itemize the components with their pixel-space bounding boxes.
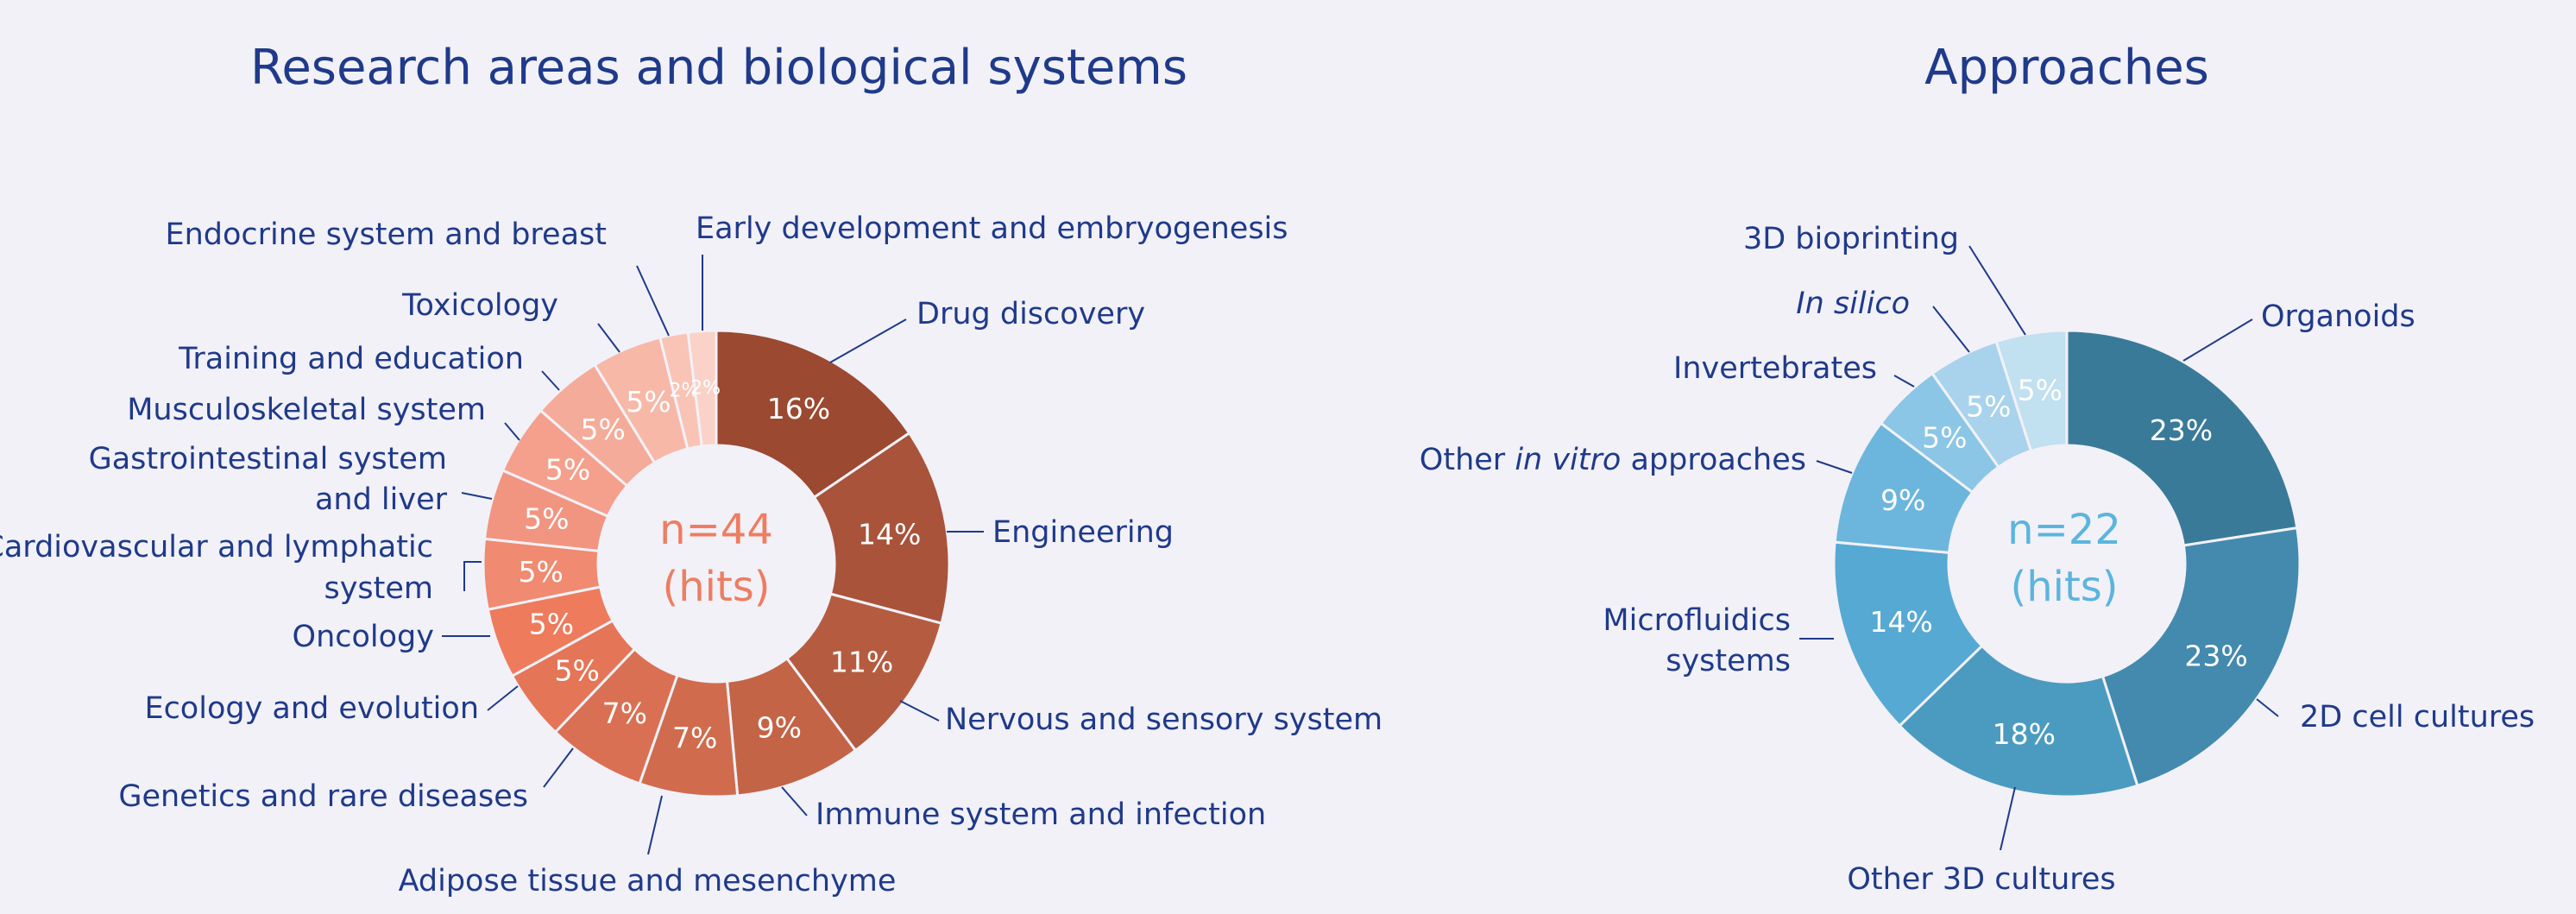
label-drug-discovery: Drug discovery [916,297,1145,331]
label-toxicology: Toxicology [401,288,558,323]
label-3d-bioprinting: 3D bioprinting [1743,222,1959,256]
leader-other-3d [2000,786,2016,851]
right-leader-lines [1799,245,2279,851]
slice-value-label-8: 5% [2018,373,2063,407]
leader-2d-cultures [2256,698,2279,717]
slice-value-label-13: 5% [626,385,671,419]
label-immune: Immune system and infection [816,797,1266,832]
label-microfluidics-line1: Microfluidics [1603,603,1791,638]
label-early: Early development and embryogenesis [696,211,1288,246]
leader-musculo [504,422,520,441]
left-category-labels: Drug discovery Engineering Nervous and s… [0,211,1382,898]
donut-slice-2 [2100,526,2302,788]
slice-value-label-11: 5% [545,453,590,487]
leader-cardio [463,561,482,591]
label-cardio-line1: Cardiovascular and lymphatic [0,530,433,564]
slice-value-label-7: 5% [1966,389,2011,423]
label-ecology: Ecology and evolution [144,691,479,726]
slice-value-label-7: 5% [555,654,600,688]
label-microfluidics-line2: systems [1666,644,1791,678]
left-donut-chart: 16%14%11%9%7%7%5%5%5%5%5%5%5%2%2% [482,329,951,798]
slice-value-label-15: 2% [690,377,721,399]
label-gastro-line2: and liver [315,482,448,517]
label-genetics: Genetics and rare diseases [118,779,528,814]
slice-value-label-3: 11% [830,646,893,679]
right-center-hits: (hits) [2010,563,2118,611]
slice-value-label-4: 14% [1869,605,1932,639]
label-other-3d: Other 3D cultures [1847,862,2115,897]
slice-value-label-9: 5% [519,555,564,589]
slice-value-label-6: 5% [1922,420,1967,454]
label-cardio-line2: system [324,571,433,606]
left-chart-title: Research areas and biological systems [250,40,1187,96]
right-category-labels: Organoids 2D cell cultures Other 3D cult… [1420,222,2535,897]
slice-value-label-2: 14% [858,518,921,552]
leader-nervous [899,700,940,722]
label-2d-cultures: 2D cell cultures [2300,700,2535,734]
slice-value-label-4: 9% [757,711,802,745]
donut-slice-3 [1898,644,2139,798]
slice-value-label-2: 23% [2184,640,2247,673]
label-oncology: Oncology [293,620,434,654]
leader-endocrine [636,265,670,337]
label-invertebrates: Invertebrates [1673,351,1877,386]
leader-toxicology [597,323,620,353]
donut-slice-2 [812,431,951,626]
left-leader-lines [442,255,984,855]
leader-invertebrates [1893,375,1915,388]
leader-gastro [461,492,493,500]
leader-training [541,370,560,391]
left-center-n: n=44 [659,506,773,554]
label-organoids: Organoids [2261,299,2415,334]
right-donut-chart: 23%23%18%14%9%5%5% 5% [1832,329,2302,798]
slice-value-label-5: 7% [672,721,717,754]
donut-slice-1 [715,329,911,500]
slice-value-label-8: 5% [529,607,574,640]
donut-slice-15 [686,329,718,448]
right-center-n: n=22 [2007,506,2121,554]
slice-value-label-1: 23% [2150,413,2213,447]
slice-value-label-12: 5% [580,413,625,446]
donut-slice-1 [2065,329,2299,547]
label-engineering: Engineering [992,515,1174,550]
slice-value-label-3: 18% [1993,717,2056,751]
slice-value-label-5: 9% [1880,483,1925,517]
donut-slice-4 [1832,540,1984,728]
label-adipose: Adipose tissue and mesenchyme [399,864,897,898]
leader-ecology [487,685,519,711]
leader-in-silico [1932,306,1970,353]
leader-adipose [647,795,663,855]
leader-drug-discovery [829,318,907,363]
leader-other-in-vitro [1816,460,1853,474]
leader-immune [781,786,808,816]
leader-genetics [543,747,574,788]
left-center-hits: (hits) [662,563,770,611]
label-other-in-vitro: Other in vitro approaches [1420,443,1806,477]
label-musculo: Musculoskeletal system [127,393,486,427]
donut-slice-8 [1994,329,2069,453]
slice-value-label-10: 5% [524,501,569,535]
leader-organoids [2182,318,2253,362]
label-in-silico: In silico [1796,287,1910,321]
label-endocrine: Endocrine system and breast [165,217,607,252]
slice-value-label-6: 7% [602,697,647,730]
leader-3d-bioprinting [1968,245,2026,336]
slice-value-label-1: 16% [767,392,830,425]
right-chart-title: Approaches [1924,40,2209,96]
label-gastro-line1: Gastrointestinal system [89,442,447,476]
label-training: Training and education [178,342,524,376]
label-nervous: Nervous and sensory system [945,703,1382,737]
